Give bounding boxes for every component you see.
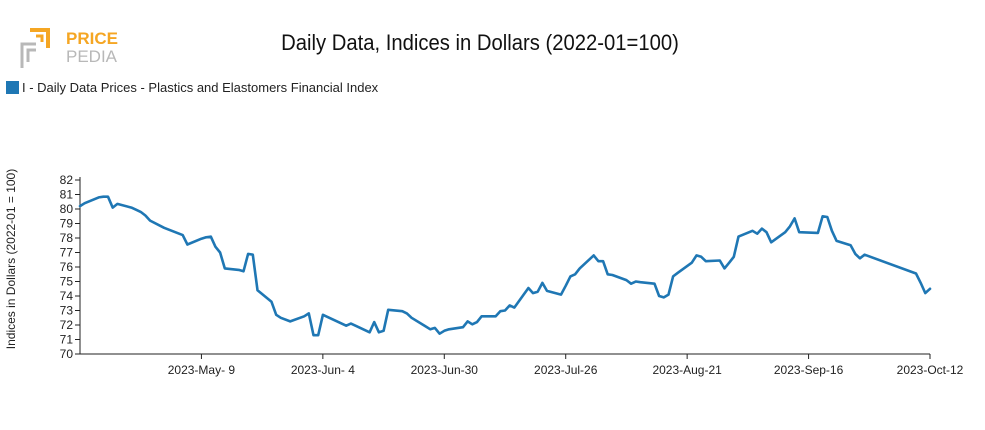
y-axis-title: Indices in Dollars (2022-01 = 100) xyxy=(4,169,18,349)
y-tick-label: 71 xyxy=(60,333,74,347)
logo-frame-inner xyxy=(26,48,36,62)
logo-text-pedia: PEDIA xyxy=(66,47,118,66)
y-tick-label: 70 xyxy=(60,347,74,361)
x-tick-label: 2023-Aug-21 xyxy=(652,363,722,377)
pricepedia-logo: PRICE PEDIA xyxy=(20,28,118,68)
x-tick-label: 2023-May- 9 xyxy=(168,363,236,377)
y-tick-label: 73 xyxy=(60,304,74,318)
logo-accent-outer xyxy=(30,28,50,48)
series-layer xyxy=(78,195,932,337)
legend-label: I - Daily Data Prices - Plastics and Ela… xyxy=(22,80,379,95)
x-tick-label: 2023-Jun- 4 xyxy=(291,363,355,377)
logo-accent-inner xyxy=(36,34,44,42)
legend-swatch xyxy=(6,81,19,94)
logo-frame-outer xyxy=(20,42,36,68)
y-tick-label: 82 xyxy=(60,173,74,187)
y-tick-label: 81 xyxy=(60,188,74,202)
x-tick-label: 2023-Oct-12 xyxy=(897,363,964,377)
chart-title: Daily Data, Indices in Dollars (2022-01=… xyxy=(281,30,679,55)
y-tick-label: 74 xyxy=(60,289,74,303)
legend[interactable]: I - Daily Data Prices - Plastics and Ela… xyxy=(6,80,378,95)
x-tick-label: 2023-Jul-26 xyxy=(534,363,598,377)
y-tick-label: 77 xyxy=(60,246,74,260)
y-tick-label: 72 xyxy=(60,318,74,332)
y-tick-label: 80 xyxy=(60,202,74,216)
y-tick-label: 78 xyxy=(60,231,74,245)
y-tick-label: 75 xyxy=(60,275,74,289)
y-tick-label: 76 xyxy=(60,260,74,274)
x-tick-label: 2023-Jun-30 xyxy=(411,363,479,377)
x-tick-label: 2023-Sep-16 xyxy=(774,363,844,377)
y-tick-label: 79 xyxy=(60,217,74,231)
logo-text-price: PRICE xyxy=(66,29,118,48)
series-line-0[interactable] xyxy=(78,195,932,337)
